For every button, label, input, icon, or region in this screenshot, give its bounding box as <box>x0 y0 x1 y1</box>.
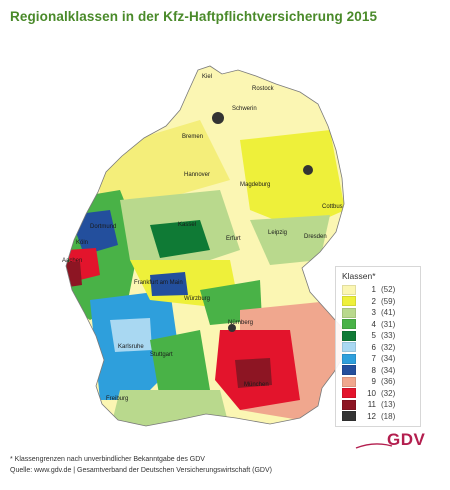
region-saxony <box>250 215 330 265</box>
legend-class-count: (31) <box>381 319 396 329</box>
legend-swatch-6 <box>342 342 356 353</box>
legend-items: 1 (52) 2 (59) 3 (41) 4 (31) 5 (33) 6 (32) 7 (34) 8 (34)… <box>342 284 414 422</box>
legend-class-number: 3 <box>371 308 376 318</box>
legend-class-count: (13) <box>381 400 396 410</box>
city-label-muenchen: München <box>244 382 269 388</box>
city-label-karlsruhe: Karlsruhe <box>118 344 144 350</box>
legend-class-number: 9 <box>371 377 376 387</box>
legend-class-count: (41) <box>381 308 396 318</box>
city-label-koeln: Köln <box>76 240 88 246</box>
country-outline <box>65 65 347 427</box>
city-label-magdeburg: Magdeburg <box>240 182 270 188</box>
legend-swatch-5 <box>342 330 356 341</box>
map-title: Regionalklassen in der Kfz-Haftpflichtve… <box>10 9 378 24</box>
legend-class-number: 6 <box>371 342 376 352</box>
region-southwest-lightblue <box>110 318 152 352</box>
legend-item-10: 10 (32) <box>342 388 414 400</box>
city-label-bremen: Bremen <box>182 134 203 140</box>
region-northwest <box>100 120 230 200</box>
legend-class-number: 1 <box>371 285 376 295</box>
city-label-kiel: Kiel <box>202 74 212 80</box>
district-regions <box>66 66 346 426</box>
legend-item-9: 9 (36) <box>342 376 414 388</box>
legend-title: Klassen* <box>342 271 376 281</box>
legend-item-7: 7 (34) <box>342 353 414 365</box>
legend-swatch-8 <box>342 365 356 376</box>
city-label-rostock: Rostock <box>252 86 275 92</box>
city-label-dresden: Dresden <box>304 234 327 240</box>
city-label-aachen: Aachen <box>62 258 82 264</box>
city-label-leipzig: Leipzig <box>268 230 287 236</box>
city-label-hannover: Hannover <box>184 172 210 178</box>
legend-item-11: 11 (13) <box>342 399 414 411</box>
city-label-stuttgart: Stuttgart <box>150 352 173 358</box>
region-central-darkgreen <box>150 220 210 258</box>
city-label-dortmund: Dortmund <box>90 224 116 230</box>
legend-class-count: (18) <box>381 411 396 421</box>
city-label-schwerin: Schwerin <box>232 106 257 112</box>
legend-swatch-7 <box>342 353 356 364</box>
legend-swatch-12 <box>342 411 356 422</box>
city-label-erfurt: Erfurt <box>226 236 241 242</box>
map-legend: Klassen* 1 (52) 2 (59) 3 (41) 4 (31) 5 (33) 6 (32) 7… <box>335 266 421 427</box>
source-line: Quelle: www.gdv.de | Gesamtverband der D… <box>10 467 272 474</box>
legend-item-5: 5 (33) <box>342 330 414 342</box>
legend-class-count: (52) <box>381 285 396 295</box>
region-munich <box>235 358 272 388</box>
legend-class-count: (33) <box>381 331 396 341</box>
legend-swatch-11 <box>342 399 356 410</box>
legend-class-number: 4 <box>371 319 376 329</box>
legend-swatch-3 <box>342 307 356 318</box>
legend-class-count: (59) <box>381 296 396 306</box>
legend-class-number: 7 <box>371 354 376 364</box>
city-label-wuerzburg: Würzburg <box>184 296 210 302</box>
legend-item-4: 4 (31) <box>342 319 414 331</box>
legend-class-count: (34) <box>381 354 396 364</box>
region-frankfurt <box>150 272 188 296</box>
gdv-swoosh-icon <box>355 443 393 449</box>
legend-swatch-4 <box>342 319 356 330</box>
city-label-frankfurt: Frankfurt am Main <box>134 280 183 286</box>
region-east-yellow <box>240 130 345 230</box>
legend-item-12: 12 (18) <box>342 411 414 423</box>
region-hamburg <box>212 112 224 124</box>
city-label-cottbus: Cottbus <box>322 204 343 210</box>
legend-swatch-2 <box>342 296 356 307</box>
legend-class-count: (32) <box>381 388 396 398</box>
legend-class-number: 5 <box>371 331 376 341</box>
legend-item-8: 8 (34) <box>342 365 414 377</box>
legend-class-number: 11 <box>367 400 376 410</box>
legend-item-2: 2 (59) <box>342 296 414 308</box>
legend-item-6: 6 (32) <box>342 342 414 354</box>
legend-class-number: 2 <box>371 296 376 306</box>
region-stuttgart-green <box>150 330 210 400</box>
region-berlin <box>303 165 313 175</box>
region-aachen <box>66 262 82 288</box>
legend-class-number: 10 <box>367 388 376 398</box>
legend-item-3: 3 (41) <box>342 307 414 319</box>
city-label-kassel: Kassel <box>178 222 196 228</box>
legend-class-number: 8 <box>371 365 376 375</box>
region-nuremberg <box>228 324 236 332</box>
legend-item-1: 1 (52) <box>342 284 414 296</box>
legend-class-count: (32) <box>381 342 396 352</box>
city-labels: Kiel Rostock Schwerin Bremen Hannover Ma… <box>62 74 343 402</box>
legend-swatch-9 <box>342 376 356 387</box>
legend-class-number: 12 <box>367 411 376 421</box>
footnote: * Klassengrenzen nach unverbindlicher Be… <box>10 456 205 463</box>
legend-class-count: (36) <box>381 377 396 387</box>
city-label-nuernberg: Nürnberg <box>228 320 253 326</box>
legend-swatch-10 <box>342 388 356 399</box>
legend-class-count: (34) <box>381 365 396 375</box>
legend-swatch-1 <box>342 284 356 295</box>
city-label-freiburg: Freiburg <box>106 396 128 402</box>
gdv-logo: GDV <box>387 430 426 449</box>
